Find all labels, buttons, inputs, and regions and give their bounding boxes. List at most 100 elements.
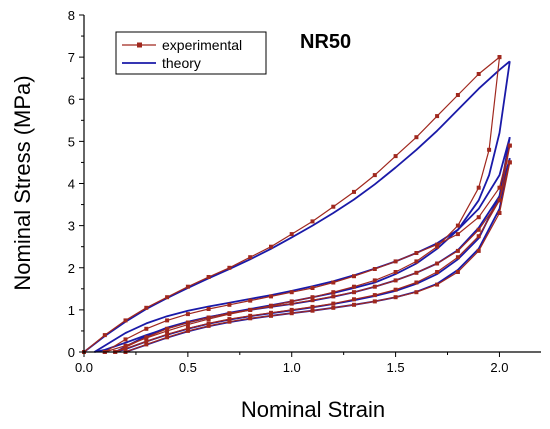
- experimental-point: [455, 223, 460, 228]
- x-tick-label: 0.0: [75, 360, 93, 375]
- experimental-point: [455, 248, 460, 253]
- experimental-point: [435, 282, 440, 287]
- experimental-point: [144, 335, 149, 340]
- experimental-point: [352, 297, 356, 302]
- x-tick-label: 1.5: [387, 360, 405, 375]
- y-axis-ticks: 0 1 2 3 4 5 6 7 8: [68, 8, 84, 360]
- theory-curve-2: [93, 136, 511, 353]
- legend: experimental theory: [115, 31, 267, 75]
- experimental-point: [227, 319, 232, 324]
- experimental-point: [289, 311, 294, 316]
- experimental-curves: [82, 55, 512, 354]
- experimental-point: [185, 326, 190, 331]
- y-tick-label: 7: [68, 50, 75, 65]
- experimental-point: [165, 318, 170, 323]
- y-tick-label: 2: [68, 261, 75, 276]
- experimental-point: [507, 160, 512, 165]
- experimental-point: [435, 114, 440, 119]
- experimental-point: [206, 323, 211, 328]
- axes: 0.0 0.5 1.0 1.5 2.0 0 1 2 3 4 5 6 7 8: [68, 8, 541, 375]
- experimental-point: [185, 328, 190, 333]
- experimental-point: [414, 135, 419, 140]
- experimental-point: [331, 280, 336, 285]
- experimental-point: [185, 320, 190, 325]
- experimental-point: [310, 295, 315, 300]
- experimental-point: [123, 346, 128, 351]
- experimental-point: [393, 295, 398, 300]
- experimental-point: [455, 93, 460, 97]
- experimental-point: [185, 312, 190, 317]
- experimental-point: [123, 337, 128, 342]
- experimental-point: [248, 307, 253, 312]
- experimental-point: [331, 294, 336, 299]
- experimental-point: [248, 313, 253, 318]
- experimental-point: [507, 143, 512, 148]
- experimental-point: [352, 274, 356, 279]
- experimental-point: [497, 185, 502, 190]
- experimental-point: [185, 284, 190, 289]
- x-axis-title: Nominal Strain: [241, 397, 385, 422]
- legend-box: [115, 31, 267, 75]
- experimental-point: [310, 308, 315, 313]
- plot-area: [82, 55, 512, 354]
- experimental-point: [289, 232, 294, 237]
- experimental-point: [487, 147, 492, 152]
- experimental-point: [455, 255, 460, 260]
- legend-label: theory: [162, 55, 201, 71]
- experimental-point: [455, 232, 460, 237]
- experimental-point: [476, 248, 481, 253]
- experimental-point: [227, 317, 232, 322]
- experimental-point: [144, 305, 149, 310]
- experimental-point: [227, 265, 232, 270]
- experimental-point: [414, 270, 419, 275]
- experimental-point: [331, 204, 336, 209]
- experimental-point: [352, 290, 356, 295]
- experimental-point: [206, 275, 211, 279]
- experimental-point: [414, 280, 419, 285]
- experimental-point: [310, 219, 315, 224]
- experimental-point: [165, 326, 170, 331]
- y-tick-label: 8: [68, 8, 75, 23]
- experimental-curve-1: [104, 57, 501, 353]
- experimental-point: [248, 316, 253, 321]
- experimental-point: [435, 242, 440, 247]
- experimental-point: [310, 286, 315, 290]
- experimental-point: [206, 315, 211, 320]
- experimental-point: [289, 290, 294, 295]
- experimental-point: [435, 244, 440, 249]
- experimental-point: [435, 270, 440, 274]
- experimental-point: [497, 198, 502, 203]
- experimental-curve-3: [115, 145, 511, 353]
- x-axis-ticks: 0.0 0.5 1.0 1.5 2.0: [75, 352, 508, 375]
- legend-label: experimental: [162, 37, 242, 53]
- experimental-point: [248, 255, 253, 260]
- experimental-point: [269, 310, 273, 315]
- y-tick-label: 0: [68, 345, 75, 360]
- experimental-point: [310, 298, 315, 303]
- experimental-point: [165, 328, 170, 333]
- experimental-point: [310, 304, 315, 309]
- experimental-point: [393, 154, 398, 159]
- experimental-point: [331, 290, 336, 295]
- y-tick-label: 6: [68, 92, 75, 107]
- experimental-point: [206, 321, 211, 326]
- experimental-curve-5: [125, 162, 511, 353]
- experimental-point: [165, 332, 170, 337]
- experimental-point: [123, 343, 128, 348]
- experimental-point: [144, 339, 149, 344]
- y-tick-label: 1: [68, 303, 75, 318]
- experimental-point: [414, 259, 419, 264]
- experimental-point: [497, 55, 502, 60]
- experimental-point: [269, 313, 273, 318]
- experimental-point: [372, 299, 377, 304]
- y-tick-label: 5: [68, 134, 75, 149]
- experimental-point: [476, 185, 481, 190]
- experimental-point: [269, 304, 273, 309]
- experimental-point: [372, 293, 377, 298]
- experimental-point: [476, 227, 481, 232]
- x-tick-label: 2.0: [490, 360, 508, 375]
- experimental-point: [206, 307, 211, 311]
- y-tick-label: 4: [68, 177, 75, 192]
- experimental-point: [269, 244, 273, 249]
